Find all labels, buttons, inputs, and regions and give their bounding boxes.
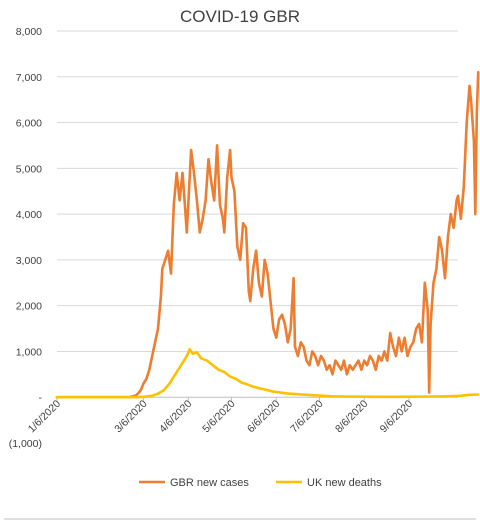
y-tick-label: 1,000	[16, 346, 42, 358]
x-tick-label: 8/6/2020	[333, 398, 370, 435]
x-tick-label: 3/6/2020	[112, 398, 149, 435]
y-axis-tick-labels: 8,000 7,000 6,000 5,000 4,000 3,000 2,000 1,000…	[9, 26, 43, 450]
data-series	[55, 70, 480, 399]
y-tick-label: -	[39, 392, 43, 404]
x-tick-label: 5/6/2020	[200, 398, 237, 435]
chart-title: COVID-19 GBR	[180, 7, 300, 26]
x-tick-label: 4/6/2020	[157, 398, 194, 435]
x-axis-tick-labels: 1/6/2020 3/6/2020 4/6/2020 5/6/2020 6/6/2020…	[26, 397, 415, 435]
legend-label: UK new deaths	[307, 477, 382, 489]
legend-label: GBR new cases	[170, 477, 249, 489]
y-tick-label: 5,000	[16, 163, 42, 175]
series-line	[55, 70, 480, 399]
x-tick-label: 7/6/2020	[288, 398, 325, 435]
y-tick-label: 2,000	[16, 301, 42, 313]
y-tick-label: 4,000	[16, 209, 42, 221]
y-tick-label: (1,000)	[9, 438, 42, 450]
series-line	[55, 347, 480, 399]
y-tick-label: 3,000	[16, 255, 42, 267]
x-tick-label: 6/6/2020	[245, 398, 282, 435]
y-tick-label: 6,000	[16, 118, 42, 130]
y-tick-label: 8,000	[16, 26, 42, 38]
x-tick-label: 1/6/2020	[26, 398, 63, 435]
y-tick-label: 7,000	[16, 72, 42, 84]
legend: GBR new cases UK new deaths	[139, 477, 382, 489]
x-tick-label: 9/6/2020	[378, 398, 415, 435]
